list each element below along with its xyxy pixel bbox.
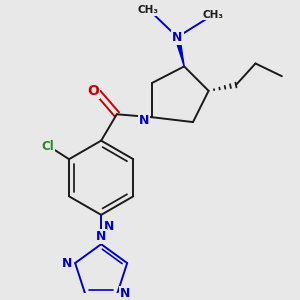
Text: N: N	[96, 230, 106, 243]
Text: N: N	[139, 114, 149, 127]
Text: N: N	[62, 256, 73, 270]
Text: N: N	[120, 287, 130, 300]
Text: O: O	[87, 84, 99, 98]
Text: N: N	[172, 31, 182, 44]
Text: Cl: Cl	[41, 140, 54, 153]
Text: N: N	[104, 220, 114, 233]
Text: CH₃: CH₃	[137, 5, 158, 15]
Text: CH₃: CH₃	[202, 10, 223, 20]
Polygon shape	[175, 37, 184, 66]
